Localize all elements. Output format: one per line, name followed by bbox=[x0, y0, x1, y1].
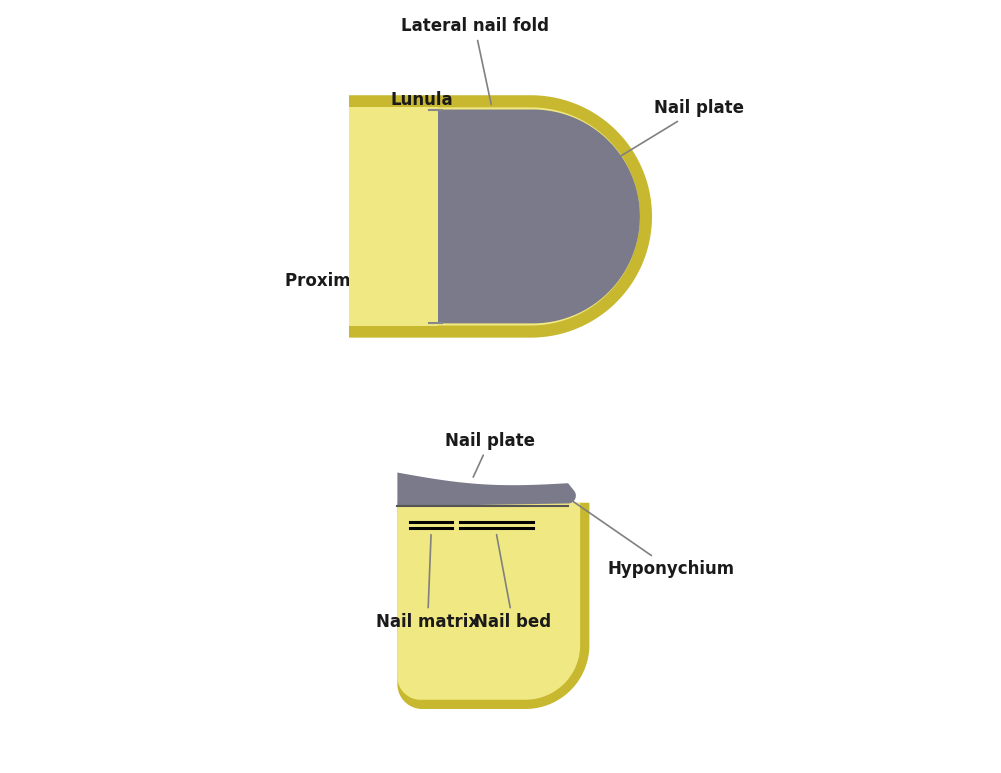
Polygon shape bbox=[397, 502, 590, 709]
Polygon shape bbox=[433, 110, 640, 323]
Polygon shape bbox=[349, 107, 437, 325]
Polygon shape bbox=[349, 95, 652, 338]
Text: Hyponychium: Hyponychium bbox=[573, 501, 735, 578]
Polygon shape bbox=[397, 502, 581, 700]
Text: Nail matrix: Nail matrix bbox=[376, 535, 479, 632]
Polygon shape bbox=[349, 107, 640, 325]
Text: Cuticle: Cuticle bbox=[383, 173, 448, 212]
Text: Nail bed: Nail bed bbox=[474, 535, 552, 632]
Polygon shape bbox=[397, 472, 576, 506]
Text: Proximal nail fold: Proximal nail fold bbox=[285, 272, 449, 291]
Text: Nail plate: Nail plate bbox=[444, 432, 535, 477]
Text: Lateral nail fold: Lateral nail fold bbox=[400, 17, 549, 104]
Text: Lunula: Lunula bbox=[390, 90, 452, 166]
Polygon shape bbox=[435, 121, 478, 312]
Text: Nail plate: Nail plate bbox=[581, 99, 744, 180]
